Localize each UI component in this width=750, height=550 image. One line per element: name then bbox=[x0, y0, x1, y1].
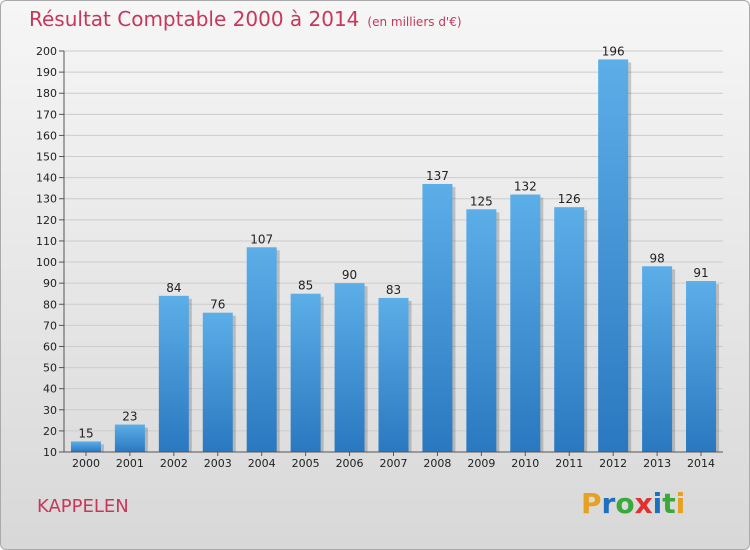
y-tick-label: 200 bbox=[36, 45, 57, 58]
y-tick-label: 190 bbox=[36, 66, 57, 79]
y-tick-label: 20 bbox=[43, 425, 57, 438]
bar-2003 bbox=[202, 312, 233, 452]
y-tick-label: 120 bbox=[36, 214, 57, 227]
x-tick-label: 2006 bbox=[336, 457, 364, 470]
bar-value-label: 83 bbox=[386, 283, 401, 297]
y-tick-label: 100 bbox=[36, 256, 57, 269]
bar-value-label: 132 bbox=[514, 180, 537, 194]
bar-value-label: 137 bbox=[426, 169, 449, 183]
y-tick-label: 50 bbox=[43, 362, 57, 375]
bar-2006 bbox=[334, 283, 365, 452]
bar-value-label: 84 bbox=[166, 281, 181, 295]
chart-title-text: Résultat Comptable 2000 à 2014 bbox=[29, 7, 360, 31]
x-tick-label: 2012 bbox=[599, 457, 627, 470]
x-tick-label: 2008 bbox=[423, 457, 451, 470]
y-tick-label: 60 bbox=[43, 340, 57, 353]
y-tick-label: 160 bbox=[36, 129, 57, 142]
y-tick-label: 150 bbox=[36, 151, 57, 164]
logo-letter: P bbox=[581, 487, 602, 520]
bar-2001 bbox=[114, 424, 145, 452]
bars: 15 23 84 76 107 85 90 83 137 125 132 126 196 98 91 bbox=[70, 44, 720, 452]
bar-2014 bbox=[686, 281, 717, 452]
x-tick-label: 2009 bbox=[467, 457, 495, 470]
y-tick-label: 140 bbox=[36, 172, 57, 185]
bar-value-label: 126 bbox=[558, 192, 581, 206]
bar-2007 bbox=[378, 297, 409, 452]
bar-value-label: 85 bbox=[298, 279, 313, 293]
x-tick-label: 2001 bbox=[116, 457, 144, 470]
bar-2008 bbox=[422, 183, 453, 452]
bar-value-label: 107 bbox=[250, 232, 273, 246]
bar-value-label: 125 bbox=[470, 194, 493, 208]
y-tick-label: 40 bbox=[43, 383, 57, 396]
x-tick-label: 2005 bbox=[292, 457, 320, 470]
x-tick-label: 2014 bbox=[687, 457, 715, 470]
logo-letter: i bbox=[675, 487, 686, 520]
bar-2004 bbox=[246, 247, 277, 452]
axes: 10 20 30 40 50 60 70 80 90 100 110 120 130 140 150 160 1… bbox=[36, 45, 723, 470]
bar-value-label: 76 bbox=[210, 298, 225, 312]
logo-letter: t bbox=[662, 487, 676, 520]
x-tick-label: 2011 bbox=[555, 457, 583, 470]
bar-2011 bbox=[554, 207, 585, 452]
bar-value-label: 91 bbox=[693, 266, 708, 280]
y-tick-label: 10 bbox=[43, 446, 57, 459]
y-tick-label: 180 bbox=[36, 87, 57, 100]
chart-title: Résultat Comptable 2000 à 2014 (en millie… bbox=[29, 7, 462, 31]
bar-2009 bbox=[466, 209, 497, 452]
bar-2012 bbox=[598, 59, 629, 452]
logo-letter: x bbox=[634, 487, 653, 520]
bar-value-label: 196 bbox=[602, 44, 625, 58]
x-tick-label: 2013 bbox=[643, 457, 671, 470]
proxiti-logo: Proxiti bbox=[581, 487, 685, 520]
bar-2000 bbox=[70, 441, 101, 452]
y-tick-label: 70 bbox=[43, 319, 57, 332]
x-tick-label: 2000 bbox=[72, 457, 100, 470]
y-tick-label: 110 bbox=[36, 235, 57, 248]
x-tick-label: 2003 bbox=[204, 457, 232, 470]
y-tick-label: 90 bbox=[43, 277, 57, 290]
bar-value-label: 98 bbox=[649, 251, 664, 265]
chart-subtitle: (en milliers d'€) bbox=[367, 15, 462, 29]
logo-letter: i bbox=[652, 487, 663, 520]
bar-value-label: 15 bbox=[78, 426, 93, 440]
bar-value-label: 23 bbox=[122, 410, 137, 424]
y-tick-label: 170 bbox=[36, 108, 57, 121]
bar-2010 bbox=[510, 194, 541, 452]
bar-2002 bbox=[158, 295, 189, 452]
y-tick-label: 130 bbox=[36, 193, 57, 206]
logo-letter: o bbox=[615, 487, 635, 520]
logo-letter: r bbox=[601, 487, 616, 520]
commune-name: KAPPELEN bbox=[37, 496, 129, 517]
y-tick-label: 80 bbox=[43, 298, 57, 311]
bar-2005 bbox=[290, 293, 321, 452]
y-tick-label: 30 bbox=[43, 404, 57, 417]
bar-value-label: 90 bbox=[342, 268, 357, 282]
bar-2013 bbox=[642, 266, 673, 452]
x-tick-label: 2010 bbox=[511, 457, 539, 470]
x-tick-label: 2002 bbox=[160, 457, 188, 470]
x-tick-label: 2004 bbox=[248, 457, 276, 470]
x-tick-label: 2007 bbox=[380, 457, 408, 470]
